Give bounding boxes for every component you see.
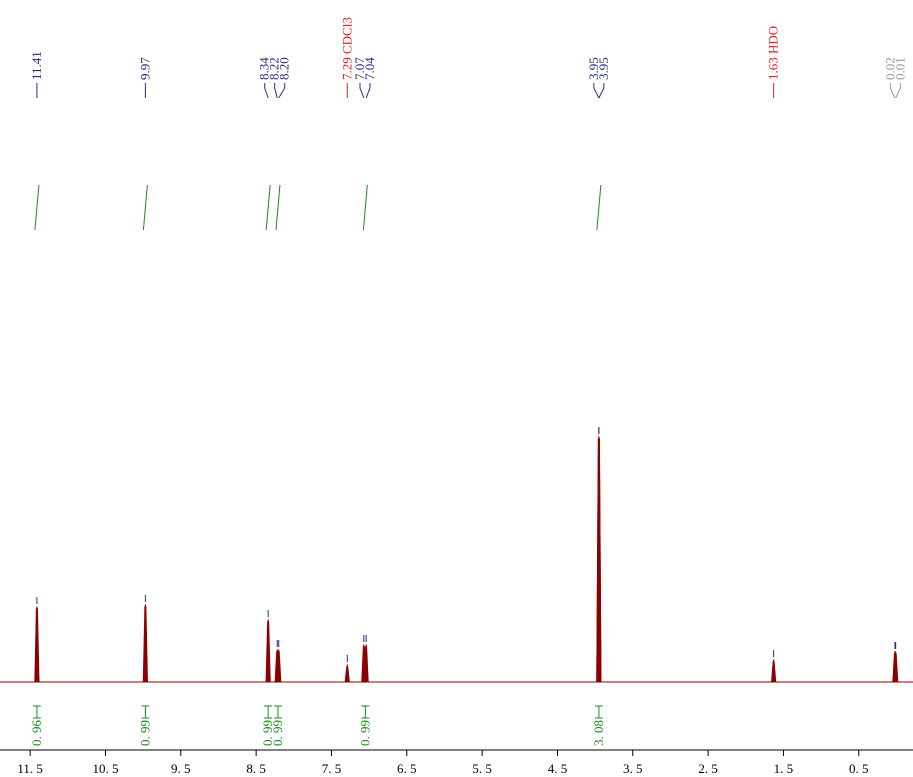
x-tick-label: 5. 5 [472, 761, 492, 776]
integral-label: 0. 99 [270, 720, 285, 746]
integral-curve [362, 184, 368, 231]
integral-curve [34, 184, 40, 231]
peak-connector [365, 83, 371, 99]
integral-marker [594, 705, 603, 719]
peak-label: 0.02 [882, 57, 897, 80]
peak-label: 0.01 [892, 57, 907, 80]
peak-label: 3.95 [586, 57, 601, 80]
integral-label: 0. 99 [357, 720, 372, 746]
x-tick-label: 6. 5 [397, 761, 417, 776]
peak-connector [274, 83, 278, 99]
peak [771, 658, 777, 683]
integral-label: 0. 96 [29, 720, 44, 747]
peak-label: 9.97 [137, 57, 152, 80]
peak [363, 643, 369, 683]
peak [34, 605, 40, 683]
integral-curve [265, 184, 271, 231]
peak-connector [359, 83, 365, 99]
peak-connector [895, 83, 901, 99]
integral-marker [141, 705, 150, 719]
integral-label: 3. 08 [591, 720, 606, 746]
peak-label: 8.22 [267, 57, 282, 80]
peak [276, 648, 282, 683]
x-tick-label: 11. 5 [17, 761, 43, 776]
integral-marker [32, 705, 41, 719]
peak-connector [889, 83, 896, 99]
x-tick-label: 3. 5 [623, 761, 643, 776]
peak-label: 11.41 [29, 51, 44, 80]
peak-label: 1.63 HDO [766, 26, 781, 80]
peak-label: 7.07 [352, 57, 367, 80]
peak-connector [593, 83, 600, 99]
peak-connector [598, 83, 605, 99]
peak [893, 650, 899, 683]
peak-label: 7.29 CDCl3 [339, 17, 354, 80]
integral-label: 0. 99 [260, 720, 275, 746]
integral-curve [142, 184, 148, 231]
peak [265, 618, 271, 683]
integral-label: 0. 99 [137, 720, 152, 746]
peak-label: 8.34 [257, 57, 272, 80]
x-tick-label: 4. 5 [548, 761, 568, 776]
integral-curve [275, 184, 281, 231]
peak-label: 8.20 [277, 57, 292, 80]
x-tick-label: 0. 5 [849, 761, 869, 776]
peak-connector [264, 83, 269, 99]
x-tick-label: 7. 5 [322, 761, 342, 776]
x-tick-label: 2. 5 [698, 761, 718, 776]
x-tick-label: 10. 5 [92, 761, 118, 776]
peak-label: 3.95 [596, 57, 611, 80]
peak-connector [278, 83, 286, 99]
integral-marker [273, 705, 282, 719]
integral-marker [361, 705, 370, 719]
peak [142, 603, 148, 683]
peak [344, 663, 350, 683]
integral-curve [596, 184, 602, 231]
peak-label: 7.04 [362, 57, 377, 80]
peak [596, 435, 602, 683]
integral-marker [264, 705, 273, 719]
x-tick-label: 8. 5 [246, 761, 266, 776]
x-tick-label: 1. 5 [774, 761, 794, 776]
x-tick-label: 9. 5 [171, 761, 191, 776]
